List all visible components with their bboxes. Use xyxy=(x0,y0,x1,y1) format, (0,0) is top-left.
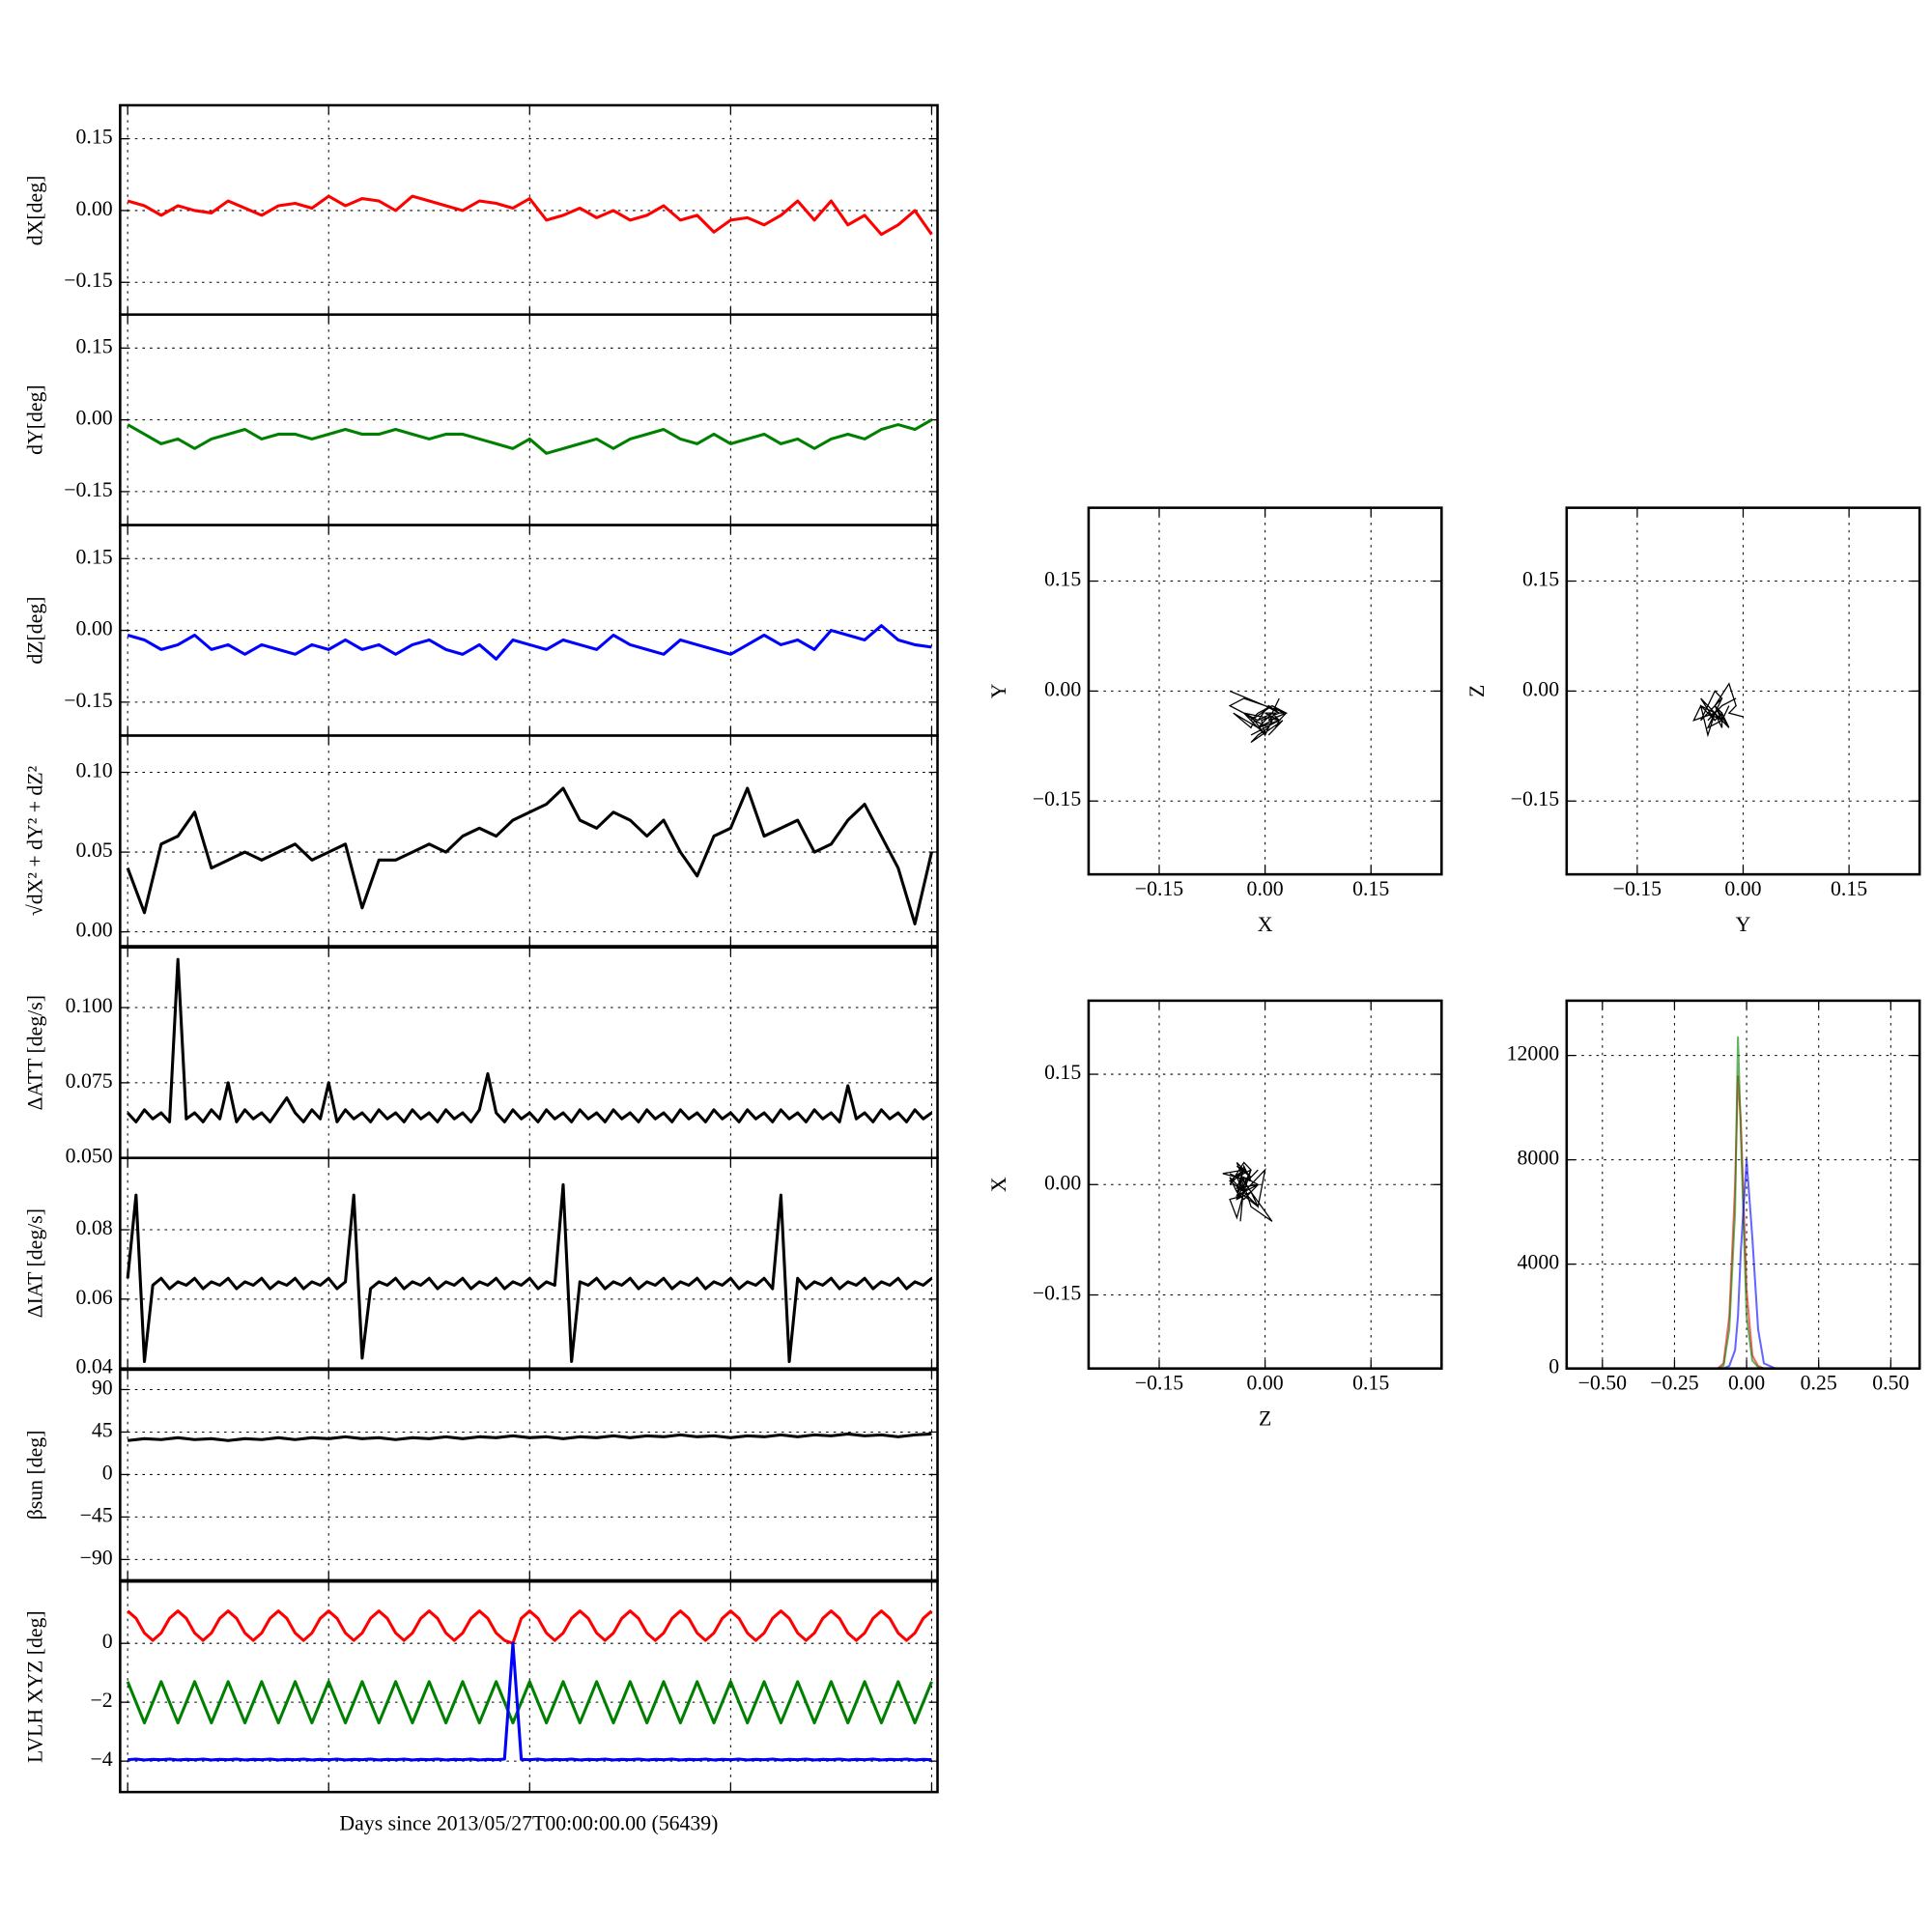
y-axis-label: LVLH XYZ [deg] xyxy=(23,1610,46,1763)
axes-frame xyxy=(1087,999,1443,1370)
y-tick-label: 0.050 xyxy=(66,1145,113,1168)
series-line xyxy=(128,1641,932,1762)
plot-background xyxy=(120,1157,938,1369)
y-tick-label: −0.15 xyxy=(64,689,113,712)
y-axis-label: dX[deg] xyxy=(23,176,46,246)
y-tick-label: 0.06 xyxy=(76,1286,113,1309)
x-axis-label: X xyxy=(1258,913,1273,936)
y-axis-label: X xyxy=(987,1177,1010,1192)
axes-frame xyxy=(1565,506,1921,876)
y-tick-label: 0 xyxy=(1548,1355,1559,1378)
y-tick-label: 0.00 xyxy=(76,407,113,430)
trajectory xyxy=(1228,690,1289,744)
axes-frame xyxy=(119,1579,939,1794)
x-tick-label: −0.50 xyxy=(1578,1371,1628,1394)
y-tick-label: 0.00 xyxy=(76,197,113,220)
y-tick-label: 0.00 xyxy=(1044,1171,1081,1194)
x-tick-label: 0.00 xyxy=(1728,1371,1765,1394)
y-tick-label: −4 xyxy=(90,1747,112,1771)
y-axis-label: Y xyxy=(987,683,1010,698)
x-tick-label: 0.00 xyxy=(1247,877,1284,900)
y-axis-label: √dX² + dY² + dZ² xyxy=(23,765,46,916)
series-line xyxy=(127,1432,932,1442)
y-axis-label: dZ[deg] xyxy=(23,596,46,664)
y-tick-label: 90 xyxy=(92,1376,113,1399)
trajectory xyxy=(1692,682,1744,738)
x-tick-label: 0.00 xyxy=(1724,877,1761,900)
y-tick-label: −0.15 xyxy=(64,269,113,292)
x-tick-label: 0.00 xyxy=(1247,1371,1284,1394)
y-tick-label: 0.15 xyxy=(76,126,113,149)
y-tick-label: −90 xyxy=(80,1546,113,1569)
x-axis-label: Z xyxy=(1259,1407,1271,1431)
y-tick-label: 0.05 xyxy=(76,838,113,862)
y-tick-label: −45 xyxy=(80,1503,113,1526)
x-tick-label: −0.15 xyxy=(1613,877,1662,900)
x-axis-label: Y xyxy=(1736,913,1751,936)
y-tick-label: 45 xyxy=(92,1418,113,1441)
y-tick-label: 0.15 xyxy=(1522,568,1559,591)
y-tick-label: −2 xyxy=(90,1689,112,1712)
y-tick-label: 0.15 xyxy=(1044,1061,1081,1084)
y-tick-label: 0 xyxy=(102,1461,113,1484)
trajectory xyxy=(1222,1161,1273,1222)
series-line xyxy=(126,1680,933,1725)
y-tick-label: 0.15 xyxy=(1044,568,1081,591)
x-tick-label: −0.15 xyxy=(1135,877,1184,900)
x-tick-label: 0.15 xyxy=(1352,1371,1389,1394)
y-tick-label: 0.075 xyxy=(66,1069,113,1093)
x-axis-label: Days since 2013/05/27T00:00:00.00 (56439… xyxy=(339,1812,718,1835)
series-line xyxy=(127,624,932,661)
y-tick-label: −0.15 xyxy=(1033,787,1082,810)
x-tick-label: 0.50 xyxy=(1872,1371,1909,1394)
y-axis-label: ΔIAT [deg/s] xyxy=(23,1208,46,1318)
y-tick-label: 4000 xyxy=(1518,1251,1560,1274)
y-tick-label: 0.08 xyxy=(76,1216,113,1239)
plot-background xyxy=(120,947,938,1158)
x-tick-label: 0.15 xyxy=(1352,877,1389,900)
x-tick-label: −0.15 xyxy=(1135,1371,1184,1394)
plot-background xyxy=(120,735,938,947)
series-line xyxy=(126,1182,933,1364)
axes-frame xyxy=(1087,506,1443,876)
series-line xyxy=(126,786,933,925)
y-axis-label: dY[deg] xyxy=(23,384,46,455)
x-tick-label: −0.25 xyxy=(1650,1371,1699,1394)
y-tick-label: 12000 xyxy=(1507,1042,1560,1065)
series-line xyxy=(127,1609,933,1645)
axes-frame xyxy=(1565,999,1921,1370)
series-line xyxy=(127,957,933,1123)
y-tick-label: −0.15 xyxy=(1033,1282,1082,1305)
y-tick-label: 0 xyxy=(102,1630,113,1653)
y-tick-label: 0.100 xyxy=(66,994,113,1017)
y-tick-label: 0.04 xyxy=(76,1355,113,1378)
y-tick-label: 0.00 xyxy=(1044,677,1081,700)
series-line xyxy=(127,418,933,455)
y-tick-label: −0.15 xyxy=(64,478,113,501)
x-tick-label: 0.15 xyxy=(1831,877,1867,900)
y-tick-label: 0.00 xyxy=(76,617,113,640)
y-tick-label: 0.15 xyxy=(76,545,113,568)
y-axis-label: Z xyxy=(1465,685,1489,697)
y-tick-label: 0.00 xyxy=(1522,677,1559,700)
y-axis-label: βsun [deg] xyxy=(23,1431,46,1520)
series-line xyxy=(127,194,933,237)
y-tick-label: 8000 xyxy=(1518,1147,1560,1170)
y-tick-label: 0.00 xyxy=(76,919,113,942)
y-tick-label: 0.10 xyxy=(76,759,113,782)
y-axis-label: ΔATT [deg/s] xyxy=(23,995,46,1110)
y-tick-label: 0.15 xyxy=(76,334,113,357)
x-tick-label: 0.25 xyxy=(1801,1371,1837,1394)
y-tick-label: −0.15 xyxy=(1511,787,1560,810)
